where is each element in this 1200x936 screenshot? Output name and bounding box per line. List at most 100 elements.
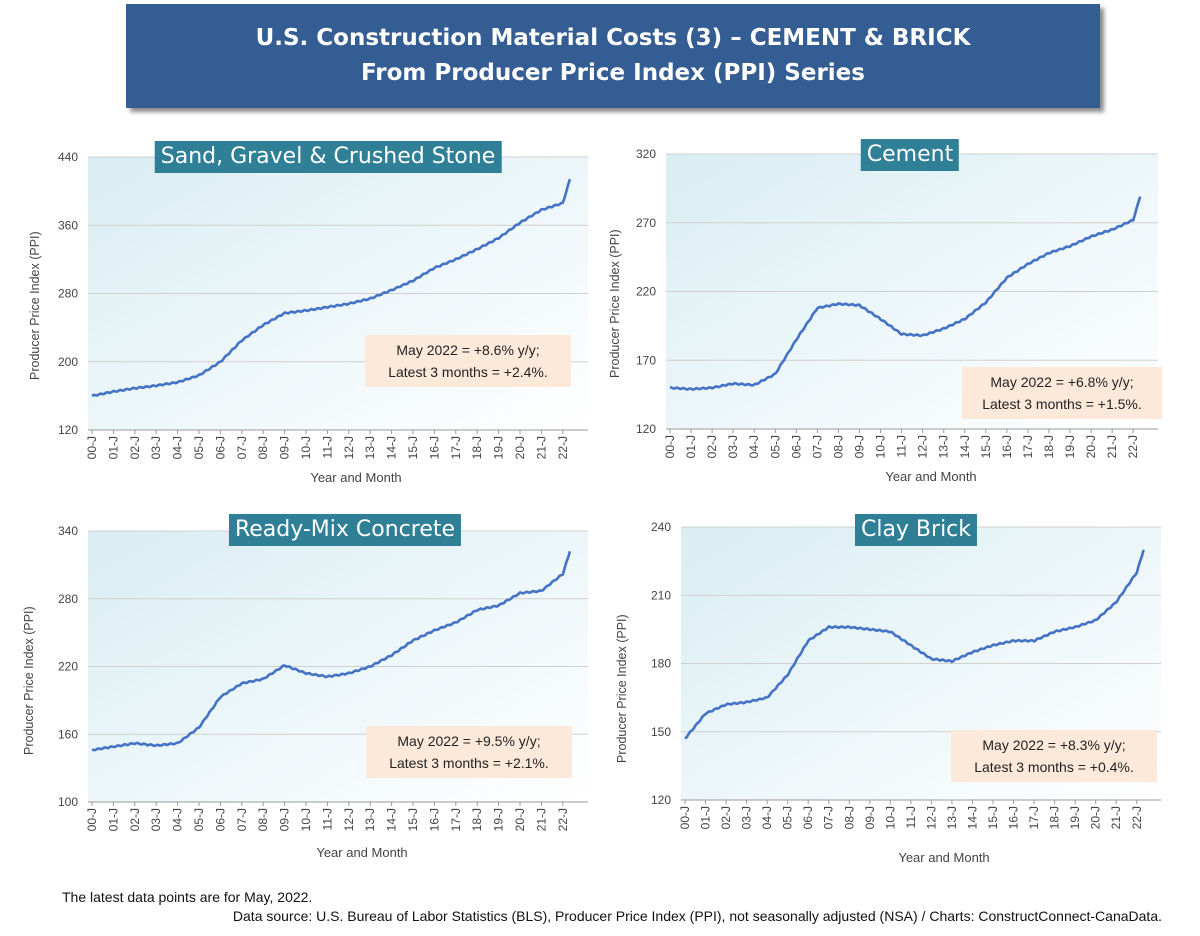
x-tick-label: 09-J <box>278 808 292 831</box>
chart-annotation: May 2022 = +6.8% y/y; Latest 3 months = … <box>962 367 1162 419</box>
x-axis-label: Year and Month <box>898 850 990 865</box>
x-tick-label: 19-J <box>492 436 506 459</box>
x-tick-label: 17-J <box>1027 806 1041 829</box>
chart-annotation: May 2022 = +8.3% y/y; Latest 3 months = … <box>951 730 1157 782</box>
x-tick-label: 22-J <box>556 436 570 459</box>
x-tick-label: 05-J <box>768 435 782 458</box>
x-tick-label: 15-J <box>979 435 993 458</box>
x-tick-label: 22-J <box>1126 435 1140 458</box>
x-tick-label: 18-J <box>1048 806 1062 829</box>
x-tick-label: 12-J <box>342 808 356 831</box>
y-tick-label: 280 <box>58 287 78 301</box>
series-line <box>684 549 1145 740</box>
x-tick-label: 04-J <box>171 808 185 831</box>
chart-annotation: May 2022 = +8.6% y/y; Latest 3 months = … <box>365 335 571 387</box>
x-tick-label: 07-J <box>235 436 249 459</box>
y-tick-label: 320 <box>636 147 656 161</box>
y-tick-label: 340 <box>58 524 78 538</box>
x-tick-label: 22-J <box>556 808 570 831</box>
x-tick-label: 19-J <box>1068 806 1082 829</box>
chart-title: Sand, Gravel & Crushed Stone <box>154 141 502 173</box>
x-tick-label: 13-J <box>945 806 959 829</box>
x-tick-label: 10-J <box>883 806 897 829</box>
x-tick-label: 02-J <box>128 436 142 459</box>
footnote-latest-data: The latest data points are for May, 2022… <box>62 889 313 905</box>
banner-title-line2: From Producer Price Index (PPI) Series <box>361 60 865 86</box>
x-tick-label: 04-J <box>171 436 185 459</box>
y-axis-label: Producer Price Index (PPI) <box>615 614 629 763</box>
x-tick-label: 05-J <box>192 808 206 831</box>
x-tick-label: 21-J <box>1105 435 1119 458</box>
x-tick-label: 15-J <box>406 436 420 459</box>
x-tick-label: 14-J <box>385 808 399 831</box>
x-tick-label: 09-J <box>852 435 866 458</box>
x-tick-label: 03-J <box>740 806 754 829</box>
annotation-line-1: May 2022 = +8.6% y/y; <box>396 342 540 358</box>
x-tick-label: 07-J <box>235 808 249 831</box>
y-tick-label: 200 <box>58 355 78 369</box>
banner-title-line1: U.S. Construction Material Costs (3) – C… <box>255 25 971 51</box>
x-tick-label: 16-J <box>427 808 441 831</box>
x-tick-label: 16-J <box>1007 806 1021 829</box>
x-tick-label: 20-J <box>513 436 527 459</box>
y-tick-label: 120 <box>58 423 78 437</box>
annotation-line-1: May 2022 = +9.5% y/y; <box>397 733 541 749</box>
x-tick-label: 00-J <box>663 435 677 458</box>
x-tick-label: 16-J <box>1000 435 1014 458</box>
x-axis-label: Year and Month <box>316 845 408 860</box>
x-tick-label: 17-J <box>449 808 463 831</box>
x-tick-label: 03-J <box>149 808 163 831</box>
x-tick-label: 00-J <box>85 808 99 831</box>
x-tick-label: 11-J <box>904 806 918 828</box>
x-tick-label: 13-J <box>937 435 951 458</box>
x-tick-label: 20-J <box>1089 806 1103 829</box>
y-tick-label: 240 <box>651 520 671 534</box>
annotation-line-2: Latest 3 months = +1.5%. <box>982 396 1142 412</box>
x-tick-label: 20-J <box>513 808 527 831</box>
x-tick-label: 21-J <box>534 436 548 459</box>
x-tick-label: 12-J <box>916 435 930 458</box>
series-line <box>91 178 572 398</box>
x-tick-label: 08-J <box>842 806 856 829</box>
y-tick-label: 210 <box>651 588 671 602</box>
y-tick-label: 120 <box>636 422 656 436</box>
y-tick-label: 280 <box>58 592 78 606</box>
x-tick-label: 11-J <box>895 435 909 457</box>
annotation-line-1: May 2022 = +8.3% y/y; <box>982 737 1126 753</box>
x-tick-label: 13-J <box>363 436 377 459</box>
x-tick-label: 00-J <box>678 806 692 829</box>
x-tick-label: 00-J <box>85 436 99 459</box>
x-tick-label: 01-J <box>684 435 698 458</box>
y-tick-label: 220 <box>58 660 78 674</box>
x-tick-label: 12-J <box>924 806 938 829</box>
x-tick-label: 21-J <box>534 808 548 831</box>
x-tick-label: 03-J <box>149 436 163 459</box>
x-tick-label: 01-J <box>699 806 713 829</box>
x-tick-label: 06-J <box>213 436 227 459</box>
x-tick-label: 08-J <box>831 435 845 458</box>
x-tick-label: 01-J <box>106 436 120 459</box>
x-axis-label: Year and Month <box>310 470 402 485</box>
x-tick-label: 06-J <box>213 808 227 831</box>
footnote-source: Data source: U.S. Bureau of Labor Statis… <box>232 908 1162 924</box>
x-tick-label: 09-J <box>863 806 877 829</box>
x-tick-label: 17-J <box>1021 435 1035 458</box>
title-banner: U.S. Construction Material Costs (3) – C… <box>126 4 1100 108</box>
y-tick-label: 150 <box>651 725 671 739</box>
y-tick-label: 360 <box>58 218 78 232</box>
x-tick-label: 02-J <box>128 808 142 831</box>
x-tick-label: 01-J <box>106 808 120 831</box>
annotation-line-2: Latest 3 months = +2.4%. <box>388 364 548 380</box>
x-tick-label: 06-J <box>801 806 815 829</box>
x-tick-label: 12-J <box>342 436 356 459</box>
x-tick-label: 18-J <box>470 436 484 459</box>
y-tick-label: 220 <box>636 285 656 299</box>
x-tick-label: 15-J <box>406 808 420 831</box>
chart-title: Clay Brick <box>854 514 978 546</box>
x-tick-label: 08-J <box>256 808 270 831</box>
x-tick-label: 17-J <box>449 436 463 459</box>
x-tick-label: 06-J <box>789 435 803 458</box>
annotation-line-2: Latest 3 months = +2.1%. <box>389 755 549 771</box>
series-line <box>669 196 1142 391</box>
x-tick-label: 20-J <box>1084 435 1098 458</box>
